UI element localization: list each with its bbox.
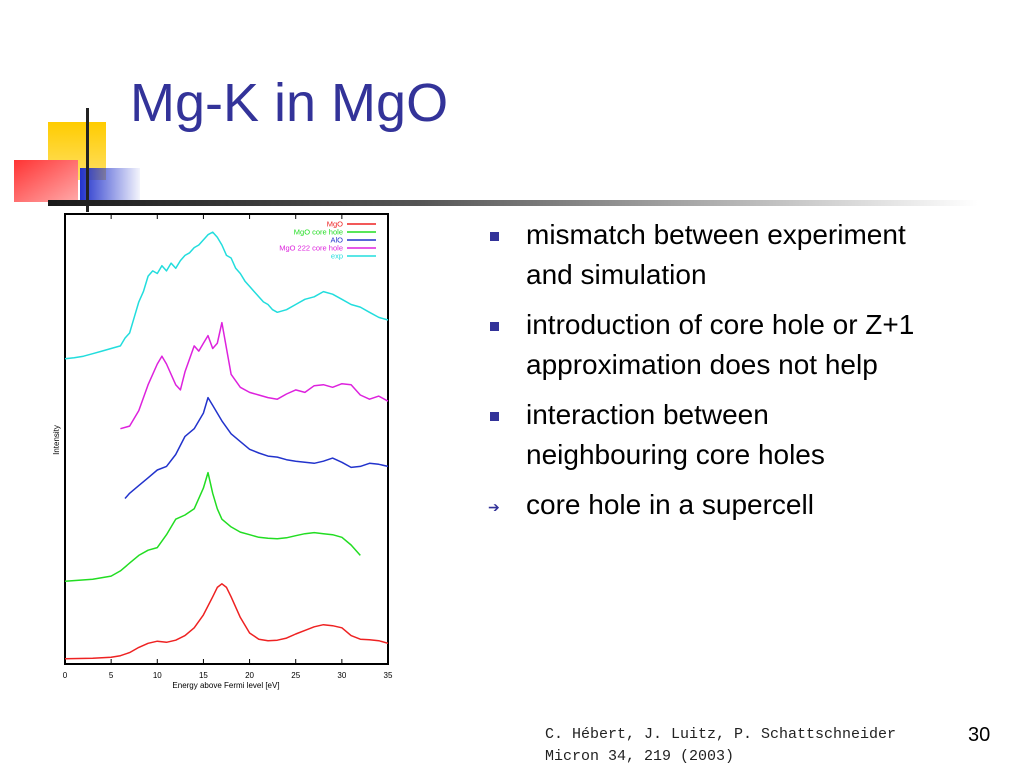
bullet-text: mismatch between experiment and simulati… (526, 219, 906, 290)
citation-line-2: Micron 34, 219 (2003) (545, 748, 735, 765)
x-tick-label: 0 (63, 671, 68, 680)
legend-label: exp (331, 252, 343, 261)
citation-line-1: C. Hébert, J. Luitz, P. Schattschneider (545, 726, 897, 743)
x-tick-label: 20 (245, 671, 254, 680)
series-line (124, 396, 389, 499)
bullet-square-icon (490, 412, 499, 421)
bullet-text: interaction between neighbouring core ho… (526, 399, 825, 470)
bullet-item: introduction of core hole or Z+1 approxi… (488, 305, 928, 385)
deco-vertical-line (86, 108, 89, 212)
x-tick-label: 25 (291, 671, 300, 680)
title-underline (48, 200, 978, 206)
deco-red-block (14, 160, 78, 202)
deco-blue-block (80, 168, 140, 204)
bullet-arrow-icon: ➔ (488, 499, 500, 515)
series-line (120, 321, 389, 430)
bullet-text: introduction of core hole or Z+1 approxi… (526, 309, 915, 380)
x-tick-label: 15 (199, 671, 208, 680)
legend-label: MgO 222 core hole (279, 244, 343, 253)
bullet-square-icon (490, 322, 499, 331)
x-tick-label: 35 (384, 671, 393, 680)
bullet-list: mismatch between experiment and simulati… (488, 215, 928, 535)
citation: C. Hébert, J. Luitz, P. Schattschneider … (545, 724, 896, 768)
x-tick-label: 5 (109, 671, 114, 680)
x-tick-label: 10 (153, 671, 162, 680)
series-line (64, 231, 389, 360)
legend-label: MgO (327, 220, 343, 229)
series-line (64, 583, 389, 660)
x-axis-label: Energy above Fermi level [eV] (172, 681, 279, 690)
x-tick-label: 30 (337, 671, 346, 680)
series-line (64, 471, 361, 582)
bullet-item: ➔ core hole in a supercell (488, 485, 928, 525)
legend-label: AlO (330, 236, 343, 245)
plot-frame (64, 213, 389, 665)
slide-title: Mg-K in MgO (130, 73, 449, 133)
slide-number: 30 (968, 724, 991, 746)
bullet-item: mismatch between experiment and simulati… (488, 215, 928, 295)
bullet-text: core hole in a supercell (526, 489, 814, 520)
bullet-square-icon (490, 232, 499, 241)
bullet-item: interaction between neighbouring core ho… (488, 395, 928, 475)
legend-label: MgO core hole (294, 228, 343, 237)
y-axis-label: Intensity (52, 425, 61, 455)
